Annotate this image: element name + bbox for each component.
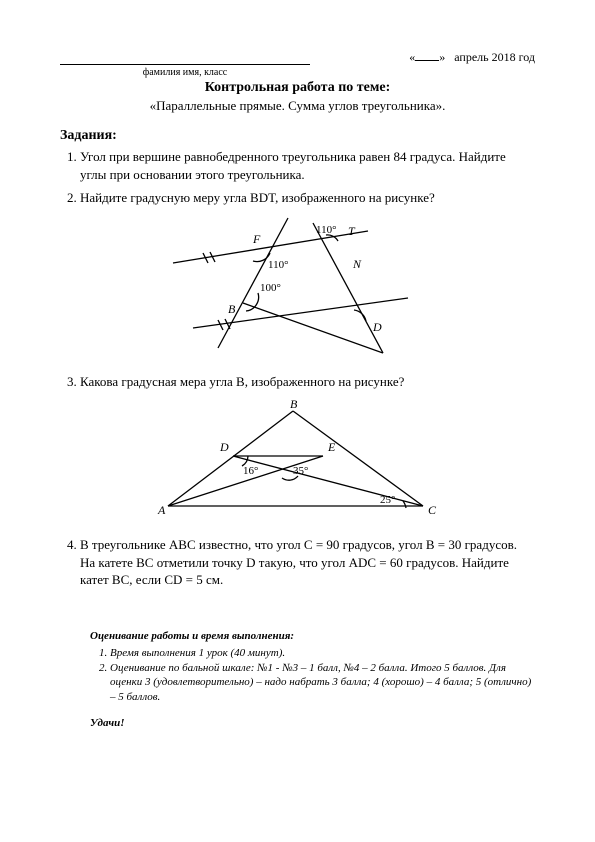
- angle-35: 35°: [293, 465, 308, 477]
- task-1: Угол при вершине равнобедренного треугол…: [80, 148, 535, 183]
- label-B: B: [290, 397, 298, 411]
- name-caption: фамилия имя, класс: [60, 67, 310, 78]
- label-N: N: [352, 257, 362, 271]
- label-C: C: [428, 503, 437, 517]
- figure-1: F T N B D 110° 110° 100°: [158, 213, 438, 363]
- grading-2: Оценивание по бальной шкале: №1 - №3 – 1…: [110, 661, 535, 706]
- page-title: Контрольная работа по теме:: [60, 80, 535, 96]
- task-4: В треугольнике ABC известно, что угол C …: [80, 536, 535, 589]
- task-list: Угол при вершине равнобедренного треугол…: [60, 148, 535, 207]
- label-F: F: [252, 232, 261, 246]
- name-block: [60, 50, 310, 65]
- header-row: « » апрель 2018 год: [60, 50, 535, 65]
- grading-head: Оценивание работы и время выполнения:: [90, 629, 535, 644]
- label-D: D: [372, 320, 382, 334]
- angle-110-t: 110°: [316, 224, 337, 236]
- grading-1: Время выполнения 1 урок (40 минут).: [110, 646, 535, 661]
- date-quote-open: «: [409, 50, 415, 64]
- tasks-header: Задания:: [60, 128, 535, 144]
- date-blank: [415, 60, 439, 61]
- label-A: A: [157, 503, 166, 517]
- label-T: T: [348, 224, 356, 238]
- task-3: Какова градусная мера угла B, изображенн…: [80, 373, 535, 391]
- name-underline: [60, 50, 310, 65]
- task-list-2: Какова градусная мера угла B, изображенн…: [60, 373, 535, 391]
- grading-block: Оценивание работы и время выполнения: Вр…: [60, 629, 535, 705]
- angle-16: 16°: [243, 465, 258, 477]
- angle-25: 25°: [380, 494, 395, 506]
- page-subtitle: «Параллельные прямые. Сумма углов треуго…: [60, 98, 535, 114]
- figure-2: A B C D E 16° 35° 25°: [148, 396, 448, 526]
- label-B: B: [228, 302, 236, 316]
- label-E: E: [327, 440, 336, 454]
- good-luck: Удачи!: [60, 717, 535, 729]
- task-list-3: В треугольнике ABC известно, что угол C …: [60, 536, 535, 589]
- date-quote-close: »: [439, 50, 445, 64]
- page: « » апрель 2018 год фамилия имя, класс Ко…: [0, 0, 595, 842]
- month-year: апрель 2018 год: [454, 50, 535, 64]
- date-block: « » апрель 2018 год: [409, 50, 535, 65]
- grading-list: Время выполнения 1 урок (40 минут). Оцен…: [90, 646, 535, 705]
- task-2: Найдите градусную меру угла BDT, изображ…: [80, 189, 535, 207]
- angle-110-f: 110°: [268, 259, 289, 271]
- label-D: D: [219, 440, 229, 454]
- angle-100: 100°: [260, 282, 281, 294]
